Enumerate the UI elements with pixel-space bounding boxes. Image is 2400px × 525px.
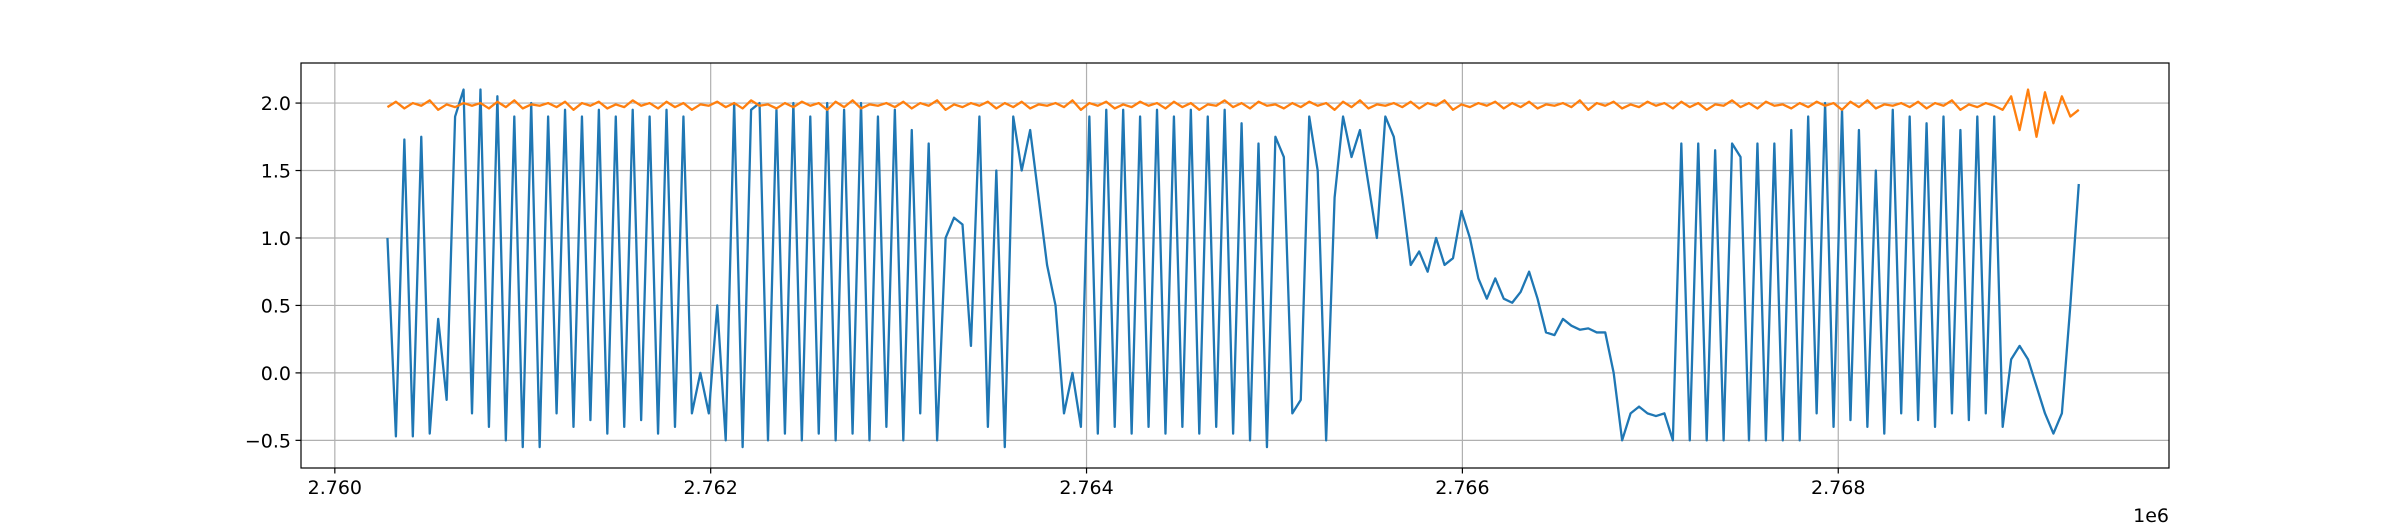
y-tick-label: 0.0 (261, 363, 291, 385)
x-tick-label: 2.766 (1435, 477, 1489, 499)
x-tick-label: 2.760 (308, 477, 362, 499)
series-line (386, 88, 2080, 449)
x-tick-label: 2.764 (1059, 477, 1113, 499)
series-line (386, 88, 2080, 138)
y-tick-label: 2.0 (261, 93, 291, 115)
x-tick-label: 2.768 (1811, 477, 1865, 499)
x-offset-label: 1e6 (2133, 505, 2169, 525)
y-tick-label: 1.5 (261, 161, 291, 183)
y-tick-label: 0.5 (261, 295, 291, 317)
y-tick-label: 1.0 (261, 228, 291, 250)
plot-frame (300, 62, 2170, 469)
y-tick-label: −0.5 (245, 430, 291, 452)
x-tick-label: 2.762 (683, 477, 737, 499)
